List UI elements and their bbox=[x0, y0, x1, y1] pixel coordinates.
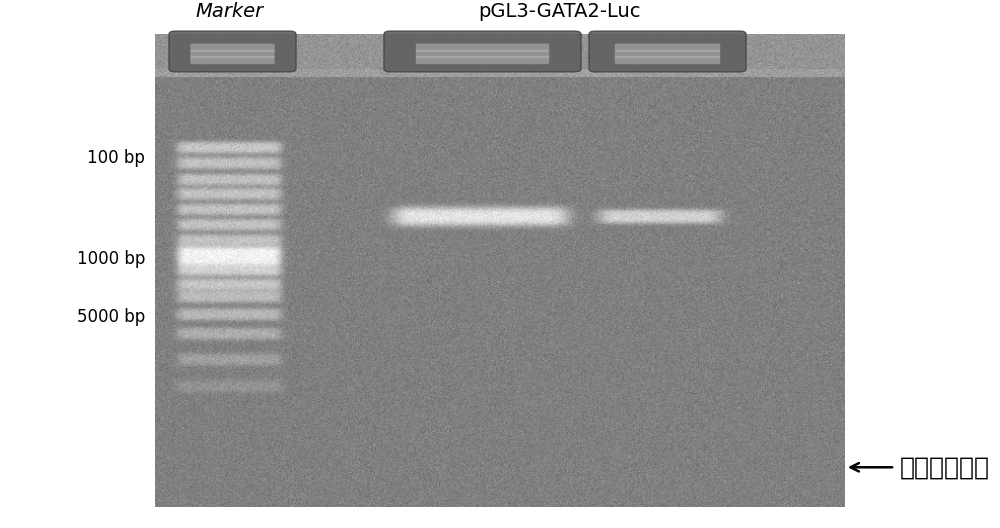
FancyBboxPatch shape bbox=[169, 31, 296, 72]
Text: 鼶切释放片段: 鼶切释放片段 bbox=[900, 455, 990, 479]
Text: pGL3-GATA2-Luc: pGL3-GATA2-Luc bbox=[479, 2, 641, 21]
FancyBboxPatch shape bbox=[190, 56, 275, 64]
Text: 100 bp: 100 bp bbox=[87, 149, 145, 167]
Text: 5000 bp: 5000 bp bbox=[77, 308, 145, 326]
FancyBboxPatch shape bbox=[384, 31, 581, 72]
FancyBboxPatch shape bbox=[190, 43, 275, 52]
FancyBboxPatch shape bbox=[416, 56, 549, 64]
FancyBboxPatch shape bbox=[615, 43, 720, 52]
FancyBboxPatch shape bbox=[416, 43, 549, 52]
FancyBboxPatch shape bbox=[416, 50, 549, 58]
FancyBboxPatch shape bbox=[190, 50, 275, 58]
Text: 1000 bp: 1000 bp bbox=[77, 250, 145, 268]
FancyBboxPatch shape bbox=[589, 31, 746, 72]
FancyBboxPatch shape bbox=[615, 50, 720, 58]
FancyBboxPatch shape bbox=[615, 56, 720, 64]
Text: Marker: Marker bbox=[196, 2, 264, 21]
